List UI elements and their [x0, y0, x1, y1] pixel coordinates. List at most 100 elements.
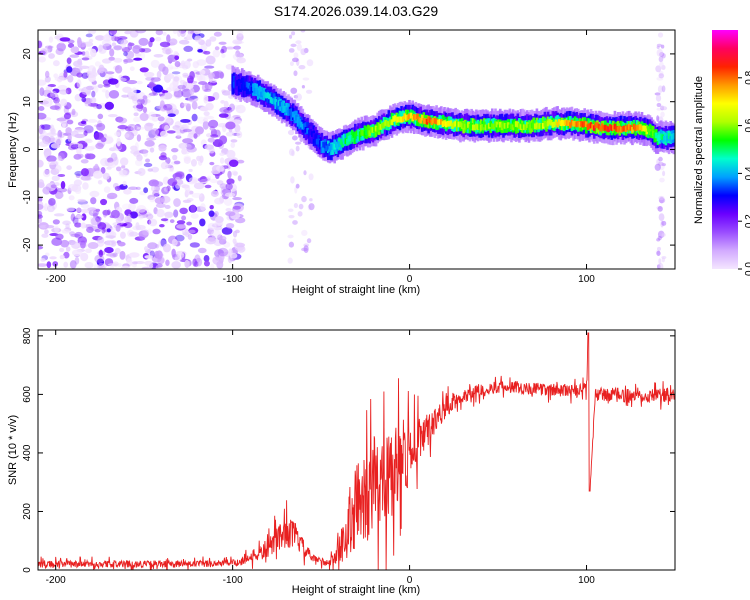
spectrogram-noise-blob: [186, 33, 194, 41]
spectrogram-noise-blob: [155, 30, 164, 36]
spectrogram-noise-blob: [306, 59, 314, 67]
snr-y-tick-label: 600: [22, 386, 33, 403]
spectrogram-noise-blob: [138, 215, 144, 220]
spectrogram-noise-blob: [114, 64, 123, 74]
spectrogram-noise-blob: [200, 203, 206, 211]
spectrogram-noise-blob: [107, 161, 117, 169]
spectrogram-noise-blob: [112, 222, 123, 227]
spectrogram-noise-blob: [66, 57, 72, 65]
spectrogram-noise-blob: [287, 208, 294, 212]
spectrogram-noise-blob: [137, 167, 146, 176]
spectrogram-noise-blob: [228, 103, 235, 112]
spectrogram-ridge-cell: [395, 116, 399, 123]
snr-y-tick-label: 800: [22, 327, 33, 344]
spectrogram-ridge-cell: [347, 135, 351, 142]
spectrogram-noise-blob: [38, 182, 45, 189]
spectrogram-ridge-cell: [483, 121, 486, 128]
spectrogram-ridge-cell: [548, 118, 551, 125]
spectrogram-noise-blob: [98, 262, 105, 268]
spectrogram-noise-blob: [221, 90, 231, 96]
spectrogram-noise-blob: [194, 35, 202, 43]
spectrogram-ridge-cell: [524, 124, 528, 131]
spectrogram-noise-blob: [214, 197, 225, 205]
spectrogram-noise-blob: [138, 37, 149, 46]
spectrogram-noise-blob: [166, 34, 171, 43]
spectrogram-ridge-cell: [516, 121, 520, 128]
spectrogram-noise-blob: [149, 37, 155, 43]
spectrogram-noise-blob: [93, 263, 99, 269]
spectrogram-ridge-cell: [588, 123, 591, 129]
spectrogram-noise-blob: [39, 87, 45, 97]
spectrogram-noise-blob: [133, 112, 139, 117]
spectrogram-noise-blob: [83, 130, 88, 137]
spectrogram-noise-blob: [186, 83, 194, 89]
spectrogram-ridge-cell: [363, 130, 367, 137]
spectrogram-ridge-cell: [384, 120, 387, 126]
spectrogram-noise-blob: [97, 113, 104, 120]
spectrogram-ridge-cell: [422, 118, 426, 124]
spectrogram-noise-blob: [57, 84, 68, 92]
spectrogram-noise-blob: [287, 234, 294, 239]
spectrogram-ridge-cell: [369, 126, 373, 133]
spectrogram-noise-blob: [98, 249, 103, 258]
spectrogram-ridge-cell: [350, 136, 354, 142]
spectrogram-noise-blob: [38, 196, 43, 203]
spectrogram-x-tick-label: -100: [223, 274, 243, 285]
spectrogram-noise-blob: [174, 129, 184, 134]
spectrogram-noise-blob: [70, 213, 76, 222]
spectrogram-ridge-cell: [350, 129, 354, 143]
spectrogram-ridge-cell: [430, 119, 434, 126]
spectrogram-ridge-cell: [389, 119, 392, 126]
spectrogram-noise-blob: [128, 202, 137, 211]
spectrogram-noise-blob: [67, 74, 74, 83]
spectrogram-noise-blob: [164, 124, 170, 132]
spectrogram-noise-blob: [120, 220, 125, 224]
colorbar-tick-label: 0.6: [744, 118, 750, 132]
spectrogram-noise-blob: [103, 74, 115, 79]
spectrogram-noise-blob: [87, 102, 99, 107]
spectrogram-ridge-cell: [659, 133, 663, 140]
spectrogram-noise-blob: [152, 228, 161, 235]
spectrogram-noise-blob: [152, 189, 160, 198]
spectrogram-noise-blob: [142, 148, 148, 157]
spectrogram-noise-blob: [47, 92, 56, 99]
spectrogram-noise-blob: [82, 182, 89, 190]
spectrogram-noise-blob: [656, 115, 660, 122]
spectrogram-ridge-cell: [285, 107, 289, 113]
spectrogram-noise-blob: [291, 57, 299, 63]
spectrogram-noise-blob: [175, 234, 185, 242]
spectrogram-ridge-cell: [317, 138, 321, 145]
spectrogram-noise-blob: [38, 112, 47, 120]
spectrogram-noise-blob: [209, 36, 217, 42]
figure-title: S174.2026.039.14.03.G29: [274, 3, 438, 19]
spectrogram-ridge-cell: [261, 89, 265, 96]
spectrogram-ridge-cell: [492, 123, 496, 130]
spectrogram-noise-blob: [171, 248, 176, 258]
spectrogram-noise-blob: [108, 147, 117, 152]
spectrogram-ridge-cell: [400, 116, 403, 123]
spectrogram-noise-blob: [230, 139, 238, 143]
spectrogram-ridge-cell: [467, 122, 470, 128]
spectrogram-ridge-cell: [309, 129, 313, 135]
spectrogram-noise-blob: [173, 198, 181, 207]
spectrogram-noise-blob: [38, 263, 48, 267]
spectrogram-noise-blob: [49, 105, 60, 110]
spectrogram-noise-blob: [117, 117, 128, 124]
spectrogram-ridge-cell: [489, 121, 493, 127]
spectrogram-noise-blob: [40, 124, 52, 130]
spectrogram-ridge-cell: [615, 125, 618, 132]
spectrogram-noise-blob: [38, 141, 50, 148]
spectrogram-noise-blob: [68, 195, 75, 201]
spectrogram-noise-blob: [147, 242, 158, 250]
spectrogram-ridge-cell: [287, 103, 290, 116]
spectrogram-ridge-cell: [612, 124, 615, 131]
spectrogram-ridge-cell: [433, 118, 437, 124]
spectrogram-ridge-cell: [390, 112, 394, 126]
spectrogram-noise-blob: [219, 135, 228, 145]
spectrogram-ridge-cell: [303, 123, 306, 129]
spectrogram-noise-blob: [83, 125, 94, 134]
spectrogram-ridge-cell: [420, 114, 424, 121]
spectrogram-noise-blob: [134, 159, 143, 167]
spectrogram-ridge-cell: [607, 126, 610, 133]
spectrogram-noise-blob: [182, 199, 192, 203]
